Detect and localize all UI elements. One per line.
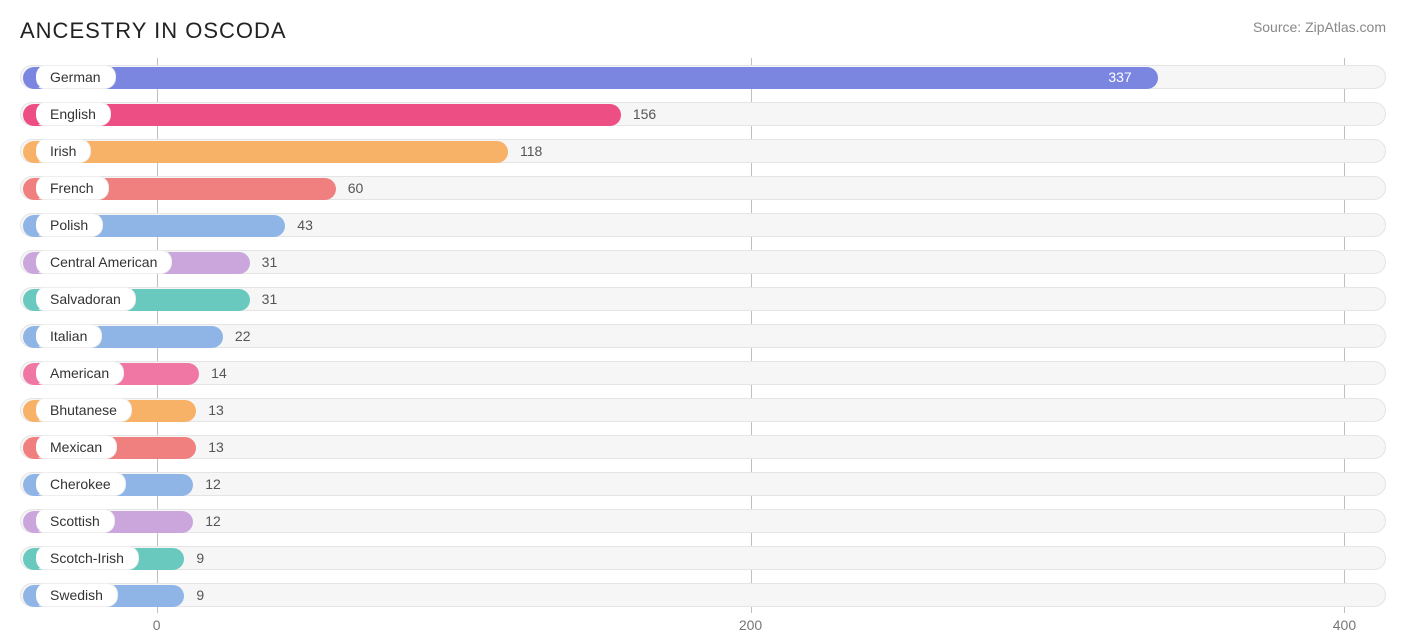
bar-row: Italian 22 xyxy=(20,317,1386,354)
bar xyxy=(23,141,508,163)
chart-title: ANCESTRY IN OSCODA xyxy=(20,18,287,44)
bar-track: Cherokee 12 xyxy=(20,472,1386,496)
category-pill: American xyxy=(33,361,124,385)
bar-track: English 156 xyxy=(20,102,1386,126)
value-label: 118 xyxy=(520,143,542,159)
value-label: 156 xyxy=(633,106,656,122)
x-axis: 0 200 400 xyxy=(20,613,1386,637)
category-pill: French xyxy=(33,176,109,200)
category-pill: Scottish xyxy=(33,509,115,533)
value-label: 31 xyxy=(262,254,278,270)
value-label: 60 xyxy=(348,180,364,196)
source-label: Source: xyxy=(1253,19,1301,35)
category-pill: Italian xyxy=(33,324,102,348)
category-pill: English xyxy=(33,102,111,126)
category-pill: German xyxy=(33,65,116,89)
category-pill: Central American xyxy=(33,250,172,274)
bar-track: Italian 22 xyxy=(20,324,1386,348)
value-label: 43 xyxy=(297,217,313,233)
bar-track: Swedish 9 xyxy=(20,583,1386,607)
category-pill: Irish xyxy=(33,139,91,163)
bar-row: Salvadoran 31 xyxy=(20,280,1386,317)
category-pill: Bhutanese xyxy=(33,398,132,422)
bar-track: Polish 43 xyxy=(20,213,1386,237)
bar-track: Scotch-Irish 9 xyxy=(20,546,1386,570)
category-pill: Cherokee xyxy=(33,472,126,496)
category-pill: Mexican xyxy=(33,435,117,459)
bar-track: German 337 xyxy=(20,65,1386,89)
value-label: 22 xyxy=(235,328,251,344)
bar-track: Salvadoran 31 xyxy=(20,287,1386,311)
category-pill: Scotch-Irish xyxy=(33,546,139,570)
value-label: 13 xyxy=(208,402,224,418)
bar-track: Central American 31 xyxy=(20,250,1386,274)
bar-row: Scotch-Irish 9 xyxy=(20,539,1386,576)
value-label: 9 xyxy=(196,550,204,566)
chart-area: German 337 English 156 Irish 118 French 60 Polis… xyxy=(20,58,1386,637)
bar-row: Central American 31 xyxy=(20,243,1386,280)
category-pill: Salvadoran xyxy=(33,287,136,311)
value-label: 31 xyxy=(262,291,278,307)
bar-row: Polish 43 xyxy=(20,206,1386,243)
value-label: 12 xyxy=(205,513,221,529)
bar-row: German 337 xyxy=(20,58,1386,95)
bar-row: Swedish 9 xyxy=(20,576,1386,613)
bar-row: Mexican 13 xyxy=(20,428,1386,465)
source-name: ZipAtlas.com xyxy=(1305,19,1386,35)
bar-track: American 14 xyxy=(20,361,1386,385)
plot-region: German 337 English 156 Irish 118 French 60 Polis… xyxy=(20,58,1386,613)
x-axis-tick-label: 200 xyxy=(739,617,762,633)
x-axis-tick-label: 0 xyxy=(153,617,161,633)
value-label: 12 xyxy=(205,476,221,492)
bar xyxy=(23,67,1158,89)
x-axis-tick-label: 400 xyxy=(1333,617,1356,633)
bar-track: Bhutanese 13 xyxy=(20,398,1386,422)
bar-row: American 14 xyxy=(20,354,1386,391)
bar-row: Cherokee 12 xyxy=(20,465,1386,502)
bar-row: English 156 xyxy=(20,95,1386,132)
bar xyxy=(23,104,621,126)
bar-row: Bhutanese 13 xyxy=(20,391,1386,428)
bar-row: Scottish 12 xyxy=(20,502,1386,539)
value-label: 337 xyxy=(1108,69,1131,85)
bar-row: Irish 118 xyxy=(20,132,1386,169)
bar-row: French 60 xyxy=(20,169,1386,206)
bar-track: Scottish 12 xyxy=(20,509,1386,533)
category-pill: Polish xyxy=(33,213,103,237)
value-label: 14 xyxy=(211,365,227,381)
value-label: 9 xyxy=(196,587,204,603)
category-pill: Swedish xyxy=(33,583,118,607)
bar-track: French 60 xyxy=(20,176,1386,200)
bar-track: Mexican 13 xyxy=(20,435,1386,459)
source-attribution: Source: ZipAtlas.com xyxy=(1253,18,1386,36)
bar-track: Irish 118 xyxy=(20,139,1386,163)
value-label: 13 xyxy=(208,439,224,455)
